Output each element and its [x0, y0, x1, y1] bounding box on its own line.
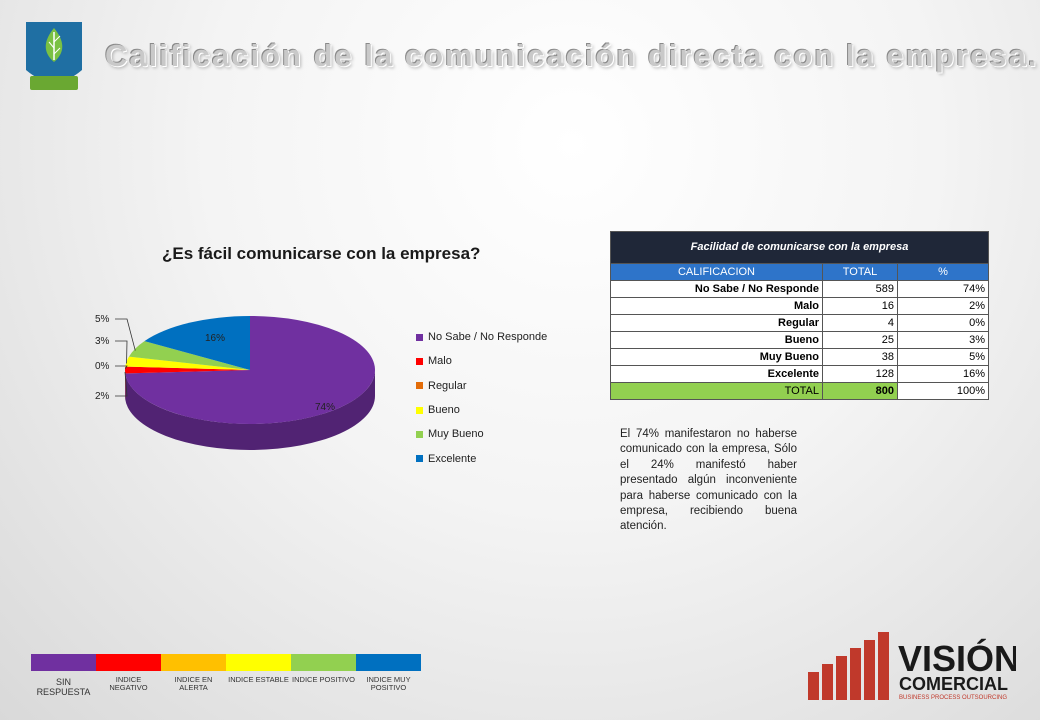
scale-item: INDICE ESTABLE [226, 654, 291, 697]
table-row: Malo 16 2% [610, 297, 989, 315]
brand-name-2: COMERCIAL [899, 674, 1008, 694]
row-label: No Sabe / No Responde [610, 280, 823, 298]
legend-swatch [416, 333, 423, 341]
table-row: Excelente 128 16% [610, 365, 989, 383]
row-total: 128 [822, 365, 898, 383]
scale-label: INDICE POSITIVO [292, 675, 355, 684]
scale-item: INDICE MUY POSITIVO [356, 654, 421, 697]
pie-slice [128, 341, 250, 370]
table-header-row: CALIFICACION TOTAL % [610, 263, 989, 281]
scale-bar [96, 654, 161, 671]
legend-item: Muy Bueno [416, 422, 547, 446]
scale-bar [226, 654, 291, 671]
total-value: 800 [822, 382, 898, 400]
row-pct: 2% [897, 297, 989, 315]
scale-label: INDICE MUY POSITIVO [366, 675, 411, 692]
row-total: 589 [822, 280, 898, 298]
table-total-row: TOTAL 800 100% [610, 382, 989, 400]
table-row: Muy Bueno 38 5% [610, 348, 989, 366]
color-scale: SIN RESPUESTA INDICE NEGATIVO INDICE EN … [31, 654, 421, 697]
scale-item: SIN RESPUESTA [31, 654, 96, 697]
scale-item: INDICE POSITIVO [291, 654, 356, 697]
scale-bar [356, 654, 421, 671]
pie-data-label: 74% [315, 402, 335, 413]
scale-bar [161, 654, 226, 671]
pie-leader-line [115, 371, 128, 397]
data-table: Facilidad de comunicarse con la empresa … [610, 231, 989, 400]
scale-label: SIN RESPUESTA [36, 677, 91, 697]
pie-slice [144, 316, 250, 370]
total-pct: 100% [897, 382, 989, 400]
pie-data-label: 16% [205, 333, 225, 344]
row-total: 38 [822, 348, 898, 366]
scale-label: INDICE EN ALERTA [174, 675, 213, 692]
brand-name: VISIÓN [898, 637, 1016, 679]
brand-tagline: BUSINESS PROCESS OUTSOURCING [899, 695, 1007, 701]
pie-data-label: 5% [95, 314, 110, 325]
legend-swatch [416, 406, 423, 414]
row-pct: 16% [897, 365, 989, 383]
scale-item: INDICE EN ALERTA [161, 654, 226, 697]
legend-label: No Sabe / No Responde [428, 331, 548, 344]
legend-label: Bueno [428, 404, 460, 417]
pie-chart: 74% 2% 0% 3% 5% 16% [95, 314, 375, 451]
row-label: Muy Bueno [610, 348, 823, 366]
row-total: 25 [822, 331, 898, 349]
legend-item: Excelente [416, 446, 547, 470]
scale-bar [31, 654, 96, 671]
table-row: No Sabe / No Responde 589 74% [610, 280, 989, 298]
legend-label: Excelente [428, 452, 477, 465]
pie-slice [125, 366, 250, 374]
pie-data-label: 3% [95, 336, 110, 347]
legend-label: Muy Bueno [428, 428, 484, 441]
table-row: Regular 4 0% [610, 314, 989, 332]
pie-leader-line [115, 340, 128, 364]
legend-label: Regular [428, 379, 467, 392]
chart-legend: No Sabe / No Responde Malo Regular Bueno… [416, 325, 547, 471]
legend-swatch [416, 382, 423, 390]
legend-swatch [416, 357, 423, 365]
pie-slice [125, 316, 375, 424]
vision-comercial-logo: VISIÓN COMERCIAL BUSINESS PROCESS OUTSOU… [808, 632, 1016, 701]
pie-slice-side [125, 370, 375, 451]
legend-swatch [416, 455, 423, 463]
header-total: TOTAL [822, 263, 898, 281]
total-label: TOTAL [610, 382, 823, 400]
legend-label: Malo [428, 355, 452, 368]
row-pct: 0% [897, 314, 989, 332]
chart-title: ¿Es fácil comunicarse con la empresa? [162, 244, 481, 263]
scale-item: INDICE NEGATIVO [96, 654, 161, 697]
row-pct: 74% [897, 280, 989, 298]
row-total: 16 [822, 297, 898, 315]
legend-item: Regular [416, 374, 547, 398]
pie-data-label: 0% [95, 361, 110, 372]
legend-item: Malo [416, 349, 547, 373]
legend-item: Bueno [416, 398, 547, 422]
summary-text: El 74% manifestaron no haberse comunicad… [620, 428, 797, 533]
page-title: Calificación de la comunicación directa … [105, 38, 1039, 73]
brand-bars-icon [808, 632, 889, 700]
pie-leader-line [115, 318, 136, 351]
table-row: Bueno 25 3% [610, 331, 989, 349]
header-pct: % [897, 263, 989, 281]
pie-leader-line [115, 365, 128, 369]
header-calificacion: CALIFICACION [610, 263, 823, 281]
row-label: Excelente [610, 365, 823, 383]
row-label: Regular [610, 314, 823, 332]
scale-label: INDICE ESTABLE [228, 675, 289, 684]
pie-slice [125, 356, 250, 370]
table-caption: Facilidad de comunicarse con la empresa [610, 231, 989, 264]
pie-data-label: 2% [95, 391, 110, 402]
scale-bar [291, 654, 356, 671]
row-pct: 3% [897, 331, 989, 349]
row-label: Bueno [610, 331, 823, 349]
row-label: Malo [610, 297, 823, 315]
company-logo [20, 18, 88, 96]
legend-swatch [416, 430, 423, 438]
row-pct: 5% [897, 348, 989, 366]
scale-label: INDICE NEGATIVO [109, 675, 148, 692]
legend-item: No Sabe / No Responde [416, 325, 547, 349]
row-total: 4 [822, 314, 898, 332]
